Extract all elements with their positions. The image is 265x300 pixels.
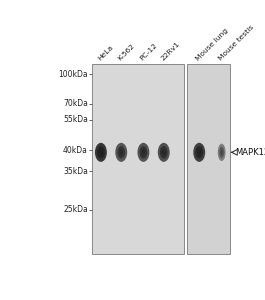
- Ellipse shape: [218, 144, 226, 161]
- Ellipse shape: [97, 146, 105, 158]
- Ellipse shape: [193, 143, 205, 162]
- Bar: [92, 64, 184, 254]
- Ellipse shape: [160, 146, 168, 158]
- Text: 70kDa: 70kDa: [63, 99, 88, 108]
- Text: 22Rv1: 22Rv1: [160, 41, 181, 62]
- Text: 100kDa: 100kDa: [58, 70, 88, 79]
- Text: 25kDa: 25kDa: [63, 205, 88, 214]
- Text: 55kDa: 55kDa: [63, 116, 88, 124]
- Ellipse shape: [220, 149, 223, 155]
- Text: Mouse testis: Mouse testis: [217, 24, 255, 62]
- Ellipse shape: [195, 146, 203, 158]
- Ellipse shape: [197, 149, 201, 156]
- Ellipse shape: [95, 143, 107, 162]
- Text: PC-12: PC-12: [139, 42, 159, 62]
- Ellipse shape: [117, 146, 125, 158]
- Text: HeLa: HeLa: [97, 44, 114, 62]
- Ellipse shape: [140, 146, 147, 158]
- Text: 40kDa: 40kDa: [63, 146, 88, 155]
- Ellipse shape: [115, 143, 127, 162]
- Ellipse shape: [162, 149, 166, 156]
- Bar: [187, 64, 230, 254]
- Ellipse shape: [158, 143, 170, 162]
- Text: 35kDa: 35kDa: [63, 167, 88, 176]
- Text: MAPK12: MAPK12: [235, 148, 265, 157]
- Ellipse shape: [219, 147, 224, 158]
- Text: Mouse lung: Mouse lung: [195, 27, 230, 62]
- Ellipse shape: [99, 149, 103, 156]
- Text: K-562: K-562: [117, 43, 136, 62]
- Ellipse shape: [141, 149, 145, 156]
- Ellipse shape: [138, 143, 149, 162]
- Ellipse shape: [119, 149, 123, 156]
